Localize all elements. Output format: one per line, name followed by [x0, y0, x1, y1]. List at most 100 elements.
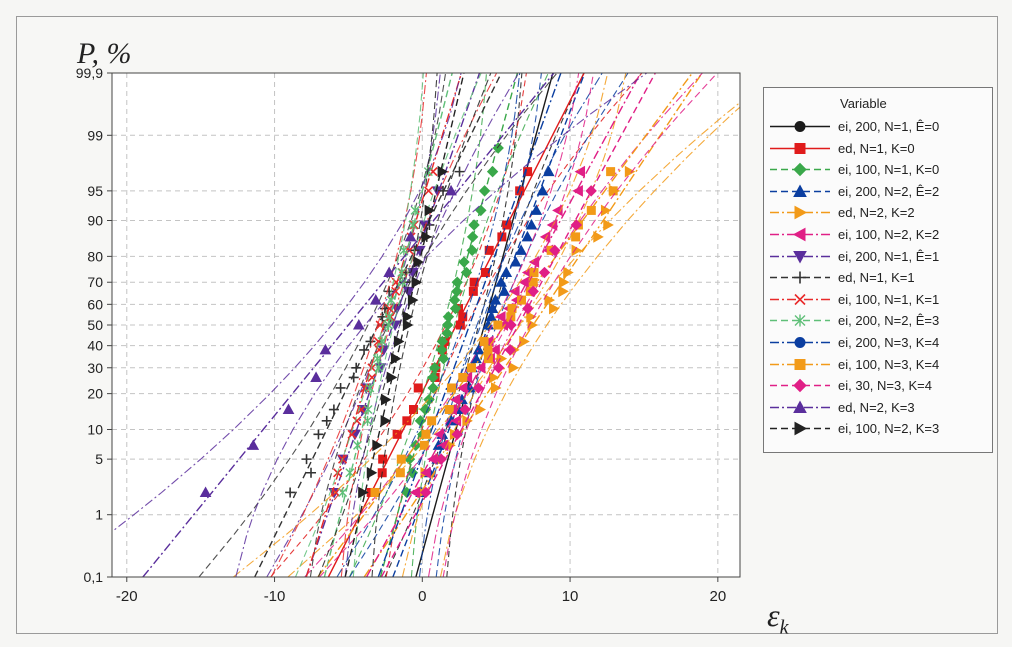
data-marker [419, 440, 429, 450]
x-tick-label: 0 [418, 588, 426, 605]
legend-swatch [770, 142, 830, 154]
data-marker [363, 415, 373, 426]
data-marker [374, 362, 384, 373]
legend-item: ei, 200, N=1, Ê=1 [764, 246, 992, 268]
data-marker [505, 319, 517, 331]
legend-swatch [770, 314, 830, 327]
data-marker [421, 231, 432, 243]
y-tick-label: 95 [87, 183, 103, 199]
data-marker [475, 403, 487, 416]
legend-marker [794, 314, 806, 327]
data-marker [199, 486, 212, 497]
legend-swatch [770, 206, 830, 220]
data-marker [351, 362, 362, 373]
data-marker [467, 363, 477, 373]
data-marker [489, 294, 502, 305]
data-marker [450, 414, 462, 427]
legend-marker [794, 206, 808, 220]
legend-marker [794, 336, 806, 348]
data-marker [282, 403, 295, 415]
data-marker [571, 232, 581, 242]
legend-swatch [770, 184, 830, 197]
y-tick-label: 60 [87, 296, 103, 312]
data-marker [508, 361, 520, 374]
confidence-line [294, 73, 424, 577]
legend-item: ei, 200, N=2, Ê=3 [764, 310, 992, 332]
confidence-line [304, 73, 580, 577]
confidence-line [317, 73, 438, 577]
data-marker [493, 320, 503, 330]
x-tick-label: 20 [709, 588, 726, 605]
legend: Variable ei, 200, N=1, Ê=0 ed, N=1, K=0 ei… [763, 87, 993, 453]
data-marker [558, 276, 570, 289]
data-marker [319, 343, 332, 355]
data-marker [570, 219, 583, 231]
data-marker [380, 393, 392, 406]
legend-swatch [770, 227, 830, 242]
data-marker [437, 165, 449, 178]
data-marker [521, 230, 534, 242]
data-marker [437, 352, 450, 365]
legend-marker [794, 142, 806, 154]
data-marker [347, 429, 357, 439]
data-marker [424, 204, 436, 217]
series-10 [294, 73, 482, 577]
x-tick-label: -10 [264, 588, 286, 605]
y-tick-label: 90 [87, 212, 103, 228]
data-marker [468, 286, 478, 296]
legend-label: ei, 100, N=1, K=1 [838, 291, 940, 307]
data-marker [438, 185, 449, 196]
data-marker [549, 302, 560, 315]
legend-marker [794, 271, 806, 284]
data-marker [356, 404, 367, 415]
confidence-line [410, 73, 549, 577]
data-marker [366, 466, 378, 479]
legend-item: ei, 200, N=3, K=4 [764, 332, 992, 354]
data-marker [458, 256, 470, 268]
data-marker [404, 230, 417, 242]
legend-label: ei, 200, N=3, K=4 [838, 334, 940, 350]
y-tick-label: 99,9 [76, 65, 103, 81]
legend-swatch [770, 162, 830, 177]
y-axis-title: P, % [77, 37, 132, 70]
data-marker [549, 244, 561, 257]
data-marker [486, 165, 499, 178]
data-marker [441, 319, 454, 331]
data-marker [495, 310, 506, 323]
legend-swatch [770, 121, 830, 132]
legend-swatch [770, 271, 830, 284]
data-marker [358, 486, 369, 499]
data-marker [466, 244, 478, 257]
data-marker [449, 393, 461, 406]
y-tick-label: 1 [95, 507, 103, 523]
data-marker [538, 266, 551, 279]
series-13 [319, 73, 718, 577]
data-marker [408, 219, 418, 230]
legend-label: ed, N=2, K=3 [838, 399, 915, 415]
y-tick-label: 40 [87, 338, 103, 354]
confidence-line [319, 73, 595, 577]
data-marker [478, 185, 491, 197]
data-marker [378, 454, 388, 464]
data-marker [247, 439, 260, 450]
legend-item: ed, N=1, K=0 [764, 138, 992, 160]
data-marker [359, 344, 370, 355]
legend-label: ed, N=1, K=1 [838, 270, 915, 286]
data-marker [407, 294, 419, 306]
data-marker [402, 416, 412, 426]
data-marker [474, 361, 486, 374]
legend-item: ei, 100, N=1, K=1 [764, 289, 992, 311]
data-marker [519, 335, 530, 348]
data-marker [427, 371, 439, 384]
legend-swatch [770, 358, 830, 370]
data-marker [392, 429, 402, 439]
series-15 [317, 73, 492, 577]
data-marker [558, 285, 569, 298]
data-marker [624, 165, 636, 178]
data-marker [420, 466, 431, 479]
fit-line [363, 73, 703, 577]
data-marker [402, 319, 414, 331]
data-marker [321, 415, 332, 426]
y-tick-label: 30 [87, 360, 103, 376]
data-marker [490, 382, 502, 394]
